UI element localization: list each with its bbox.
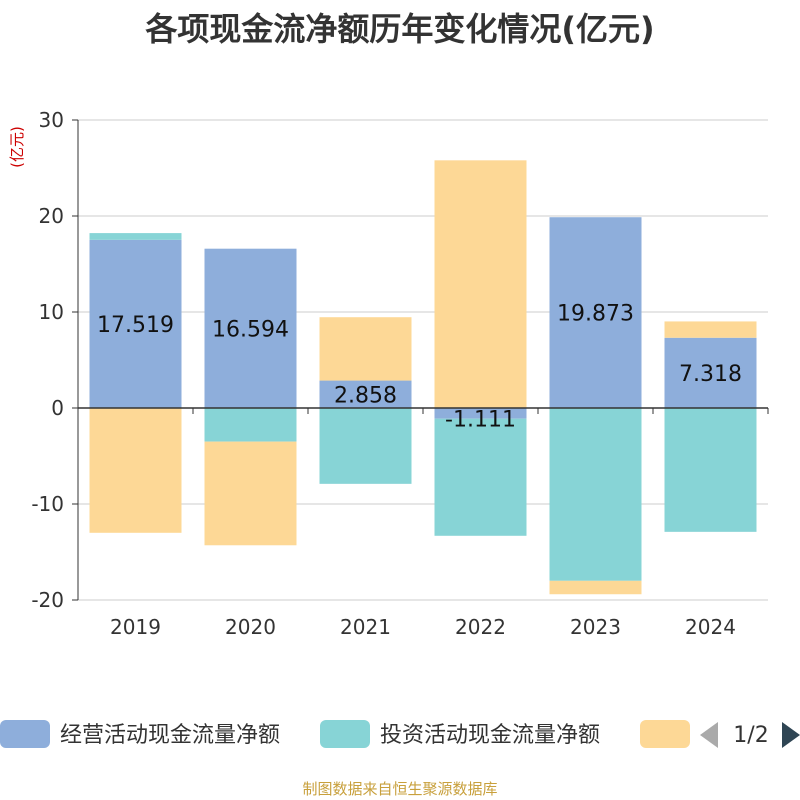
- y-tick-label: 20: [39, 204, 64, 228]
- x-tick-label: 2021: [340, 615, 391, 639]
- bar-value-label: 16.594: [212, 317, 289, 342]
- bar-2024-series-1: [664, 408, 757, 532]
- legend-next-page-icon[interactable]: [782, 722, 800, 748]
- x-tick-label: 2024: [685, 615, 736, 639]
- bar-2022-series-0: [434, 408, 527, 419]
- legend-swatch[interactable]: [320, 720, 370, 748]
- bar-2022-series-2: [434, 160, 527, 408]
- data-labels: 17.519 16.594 2.858 -1.111 19.873 7.318: [97, 302, 742, 433]
- source-footer: 制图数据来自恒生聚源数据库: [302, 780, 498, 798]
- bar-2021-series-0: [319, 380, 412, 408]
- bar-value-label: -1.111: [445, 408, 516, 433]
- y-tick-label: -10: [31, 492, 64, 516]
- legend-swatch[interactable]: [640, 720, 690, 748]
- bar-value-label: 2.858: [334, 383, 397, 408]
- y-tick-label: 10: [39, 300, 64, 324]
- chart-title: 各项现金流净额历年变化情况(亿元): [145, 10, 655, 48]
- y-tick-label: 0: [51, 396, 64, 420]
- legend-prev-page-icon[interactable]: [700, 722, 718, 748]
- bar-2023-series-1: [549, 408, 642, 581]
- bar-2021-series-1: [319, 408, 412, 484]
- bar-2024-series-2: [664, 321, 757, 338]
- bar-2020-series-1: [204, 408, 297, 442]
- legend-label[interactable]: 经营活动现金流量净额: [60, 723, 280, 748]
- legend-page-indicator: 1/2: [733, 723, 768, 748]
- bar-2021-series-2: [319, 317, 412, 381]
- bar-2023-series-0: [549, 217, 642, 408]
- bar-2020-series-0: [204, 248, 297, 408]
- axes: 30 20 10 0 -10 -20 2019 2020 2021 2022 2023 2024: [31, 108, 769, 639]
- y-tick-label: -20: [31, 588, 64, 612]
- x-tick-label: 2019: [110, 615, 161, 639]
- bars: [89, 160, 757, 595]
- y-tick-label: 30: [39, 108, 64, 132]
- legend: 经营活动现金流量净额 投资活动现金流量净额 1/2: [0, 720, 800, 748]
- bar-value-label: 17.519: [97, 313, 174, 338]
- bar-2019-series-1: [89, 233, 182, 240]
- bar-2022-series-1: [434, 418, 527, 536]
- bar-2019-series-0: [89, 239, 182, 408]
- x-tick-label: 2020: [225, 615, 276, 639]
- bar-2024-series-0: [664, 337, 757, 408]
- x-tick-label: 2023: [570, 615, 621, 639]
- legend-swatch[interactable]: [0, 720, 50, 748]
- bar-2019-series-2: [89, 408, 182, 533]
- bar-value-label: 19.873: [557, 302, 634, 327]
- x-tick-label: 2022: [455, 615, 506, 639]
- y-axis-unit-label: (亿元): [8, 126, 26, 168]
- bar-2023-series-2: [549, 580, 642, 595]
- bar-2020-series-2: [204, 441, 297, 546]
- bar-value-label: 7.318: [679, 362, 742, 387]
- legend-label[interactable]: 投资活动现金流量净额: [380, 723, 600, 748]
